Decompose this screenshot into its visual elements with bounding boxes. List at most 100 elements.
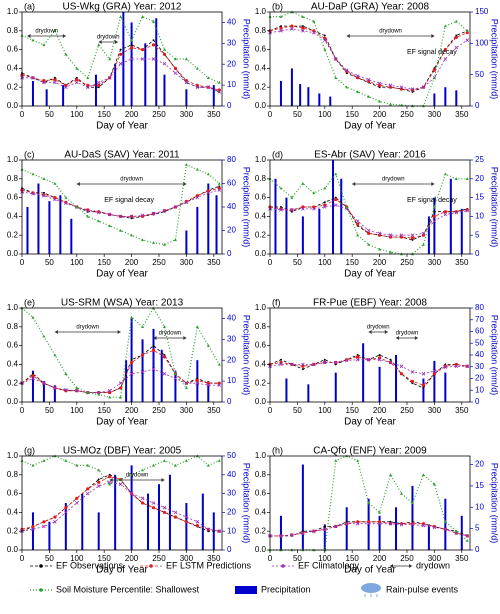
precip-bar <box>207 381 210 402</box>
marker <box>53 515 57 519</box>
y2-tick-label: 30 <box>475 362 484 371</box>
precip-bar <box>37 183 40 254</box>
marker <box>290 362 294 367</box>
marker <box>53 181 57 185</box>
marker <box>195 523 199 528</box>
y2-tick-label: 20 <box>227 508 236 517</box>
marker <box>301 29 305 33</box>
marker <box>85 85 90 89</box>
marker <box>42 520 46 524</box>
precip-bar <box>31 512 34 550</box>
marker <box>130 233 134 237</box>
legend-label: Precipitation <box>261 584 311 594</box>
x-tick-label: 300 <box>180 110 194 119</box>
note: EF signal decay <box>104 197 154 204</box>
precip-bar <box>114 64 117 106</box>
marker <box>312 207 316 211</box>
marker <box>42 459 46 462</box>
marker <box>323 360 327 365</box>
marker <box>86 463 90 467</box>
marker <box>389 102 393 106</box>
marker <box>184 459 188 462</box>
precip-bar <box>215 195 218 254</box>
marker <box>173 510 178 515</box>
x-tick-label: 150 <box>98 554 112 563</box>
x-tick-label: 50 <box>45 554 54 563</box>
marker <box>421 243 425 246</box>
marker <box>399 372 404 376</box>
marker <box>443 212 448 217</box>
marker <box>301 362 305 367</box>
precip-bar <box>433 360 436 402</box>
precip-bar <box>378 366 381 402</box>
marker <box>377 81 382 86</box>
y-tick-label: 1.0 <box>7 7 19 16</box>
marker <box>454 364 459 369</box>
x-tick-label: 50 <box>293 110 302 119</box>
precip-bar <box>157 484 160 550</box>
y2-tick-label: 80 <box>227 155 236 164</box>
marker <box>400 492 404 495</box>
legend-swatch <box>235 586 257 594</box>
x-tick-label: 250 <box>152 554 166 563</box>
chart-title: US-SRM (WSA) Year: 2013 <box>61 298 184 309</box>
precip-bar <box>81 493 84 550</box>
marker <box>465 539 469 542</box>
marker <box>410 379 415 383</box>
precip-bar <box>411 485 414 550</box>
precip-bar <box>196 207 199 254</box>
x-tick-label: 300 <box>428 554 442 563</box>
marker <box>129 46 134 50</box>
marker <box>195 325 199 328</box>
marker <box>96 484 101 488</box>
marker <box>162 243 166 246</box>
precip-bar <box>70 218 73 254</box>
y2-tick-label: 40 <box>475 350 484 359</box>
y2-tick-label: 15 <box>475 193 484 202</box>
marker <box>367 243 371 246</box>
marker <box>118 482 123 486</box>
panel: 0 50 100 150 200 250 300 350 0.0 0.2 0.4 0.6 0.8 1.0 0… <box>7 1 252 131</box>
x-tick-label: 250 <box>400 406 414 415</box>
marker <box>130 358 133 361</box>
precip-bar <box>444 372 447 402</box>
marker <box>399 522 404 527</box>
y-tick-label: 0.0 <box>255 249 267 258</box>
precip-bar <box>26 207 29 254</box>
marker <box>290 27 294 31</box>
y-tick-label: 0.8 <box>255 174 267 183</box>
x-tick-label: 150 <box>346 258 360 267</box>
precip-bar <box>422 378 425 402</box>
marker <box>410 370 415 374</box>
precip-bar <box>62 85 65 106</box>
marker <box>162 61 167 66</box>
precip-bar <box>299 84 302 106</box>
marker <box>389 358 392 361</box>
panel: 0 50 100 150 200 250 300 350 0.0 0.2 0.4 0.6 0.8 1.0 0… <box>255 297 500 427</box>
marker <box>421 473 425 476</box>
y-tick-label: 1.0 <box>255 303 267 312</box>
marker <box>64 510 68 515</box>
y-tick-label: 0.0 <box>7 249 19 258</box>
marker <box>119 228 123 232</box>
marker <box>432 482 436 486</box>
x-tick-label: 150 <box>98 258 112 267</box>
marker <box>86 76 90 79</box>
marker <box>119 48 122 51</box>
x-tick-label: 200 <box>373 554 387 563</box>
marker <box>118 214 123 219</box>
marker <box>312 19 316 23</box>
marker <box>184 386 188 390</box>
x-tick-label: 100 <box>318 258 332 267</box>
y-tick-label: 0.4 <box>255 64 267 73</box>
marker <box>301 207 305 211</box>
drydown-label: drydown <box>379 29 402 35</box>
marker <box>31 374 35 378</box>
marker <box>206 463 210 467</box>
marker <box>97 43 101 47</box>
series-line <box>269 359 468 375</box>
marker <box>399 364 404 369</box>
y2-axis-label: Precipitation (mm/d) <box>242 463 252 544</box>
precip-bar <box>290 68 293 106</box>
precip-bar <box>449 178 452 254</box>
